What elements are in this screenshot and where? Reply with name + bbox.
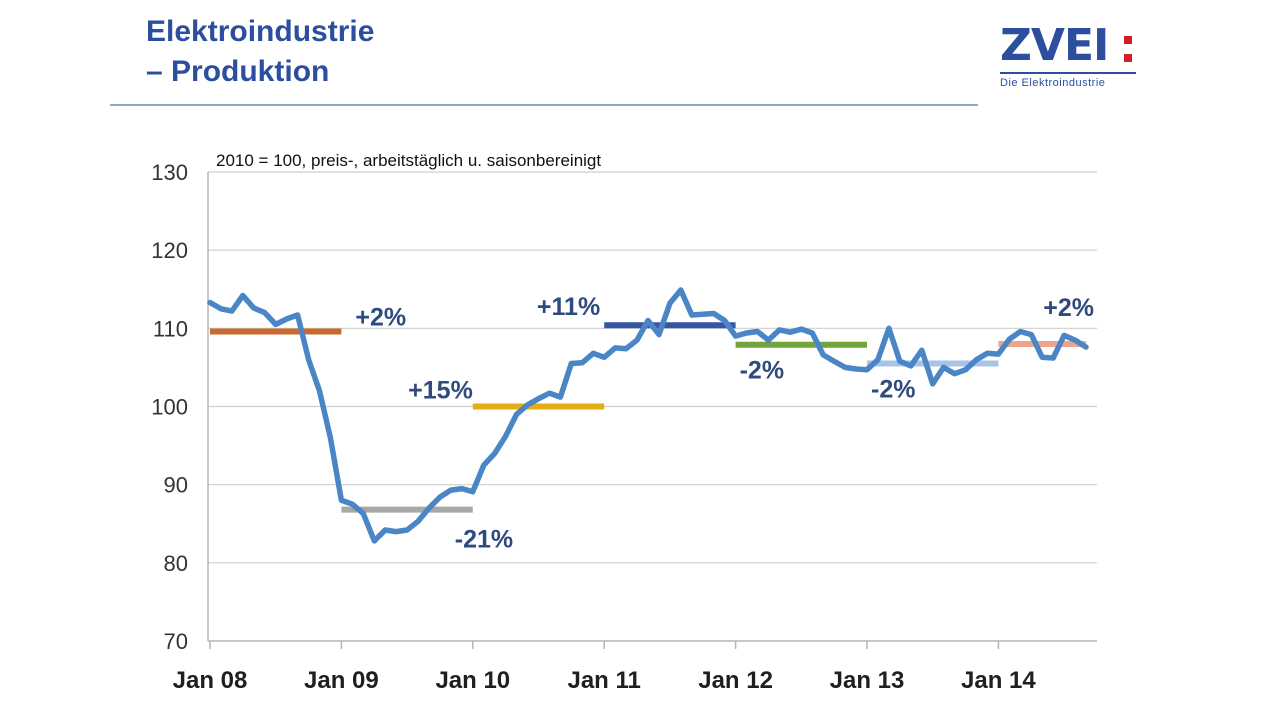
logo-tagline: Die Elektroindustrie xyxy=(1000,77,1106,89)
logo-wordmark: ZVEI xyxy=(1000,20,1109,71)
x-tick-label: Jan 08 xyxy=(173,667,248,694)
chart-axes: 70 80 90 100 110 120 130 Jan 08 Jan 09 Jan 10 Jan … xyxy=(151,160,1097,694)
x-tick-label: Jan 11 xyxy=(567,667,640,694)
period-change-labels: +2% -21% +15% +11% -2% -2% +2% xyxy=(355,293,1094,553)
production-index-line xyxy=(207,287,1089,544)
period-average-lines xyxy=(210,322,1086,513)
logo-underline xyxy=(1000,72,1136,74)
period-change-label: -21% xyxy=(455,526,513,554)
period-change-label: -2% xyxy=(871,376,915,404)
page-title: Elektroindustrie – Produktion xyxy=(146,12,374,92)
y-tick-label: 110 xyxy=(153,316,188,341)
chart-grid xyxy=(208,171,1097,564)
x-tick-label: Jan 12 xyxy=(698,667,773,694)
title-divider xyxy=(110,104,978,106)
y-tick-label: 80 xyxy=(164,551,188,576)
y-tick-label: 90 xyxy=(164,473,188,498)
title-line-1: Elektroindustrie xyxy=(146,15,375,48)
period-change-label: +11% xyxy=(537,293,600,321)
period-change-label: +2% xyxy=(355,303,406,331)
period-change-label: +15% xyxy=(408,377,473,405)
y-tick-label: 120 xyxy=(151,238,188,263)
y-tick-label: 70 xyxy=(164,629,188,654)
x-tick-label: Jan 13 xyxy=(830,667,905,694)
chart-subtitle: 2010 = 100, preis-, arbeitstäglich u. sa… xyxy=(216,151,601,170)
y-tick-label: 130 xyxy=(151,160,188,185)
y-tick-label: 100 xyxy=(151,395,188,420)
period-change-label: -2% xyxy=(740,357,784,385)
x-tick-label: Jan 14 xyxy=(961,667,1036,694)
logo-colon-icon xyxy=(1124,36,1134,64)
zvei-logo: ZVEI Die Elektroindustrie xyxy=(1000,22,1140,94)
period-change-label: +2% xyxy=(1043,294,1094,322)
x-tick-label: Jan 10 xyxy=(435,667,510,694)
series-layer xyxy=(207,287,1089,544)
title-line-2: – Produktion xyxy=(146,55,330,88)
x-tick-label: Jan 09 xyxy=(304,667,379,694)
